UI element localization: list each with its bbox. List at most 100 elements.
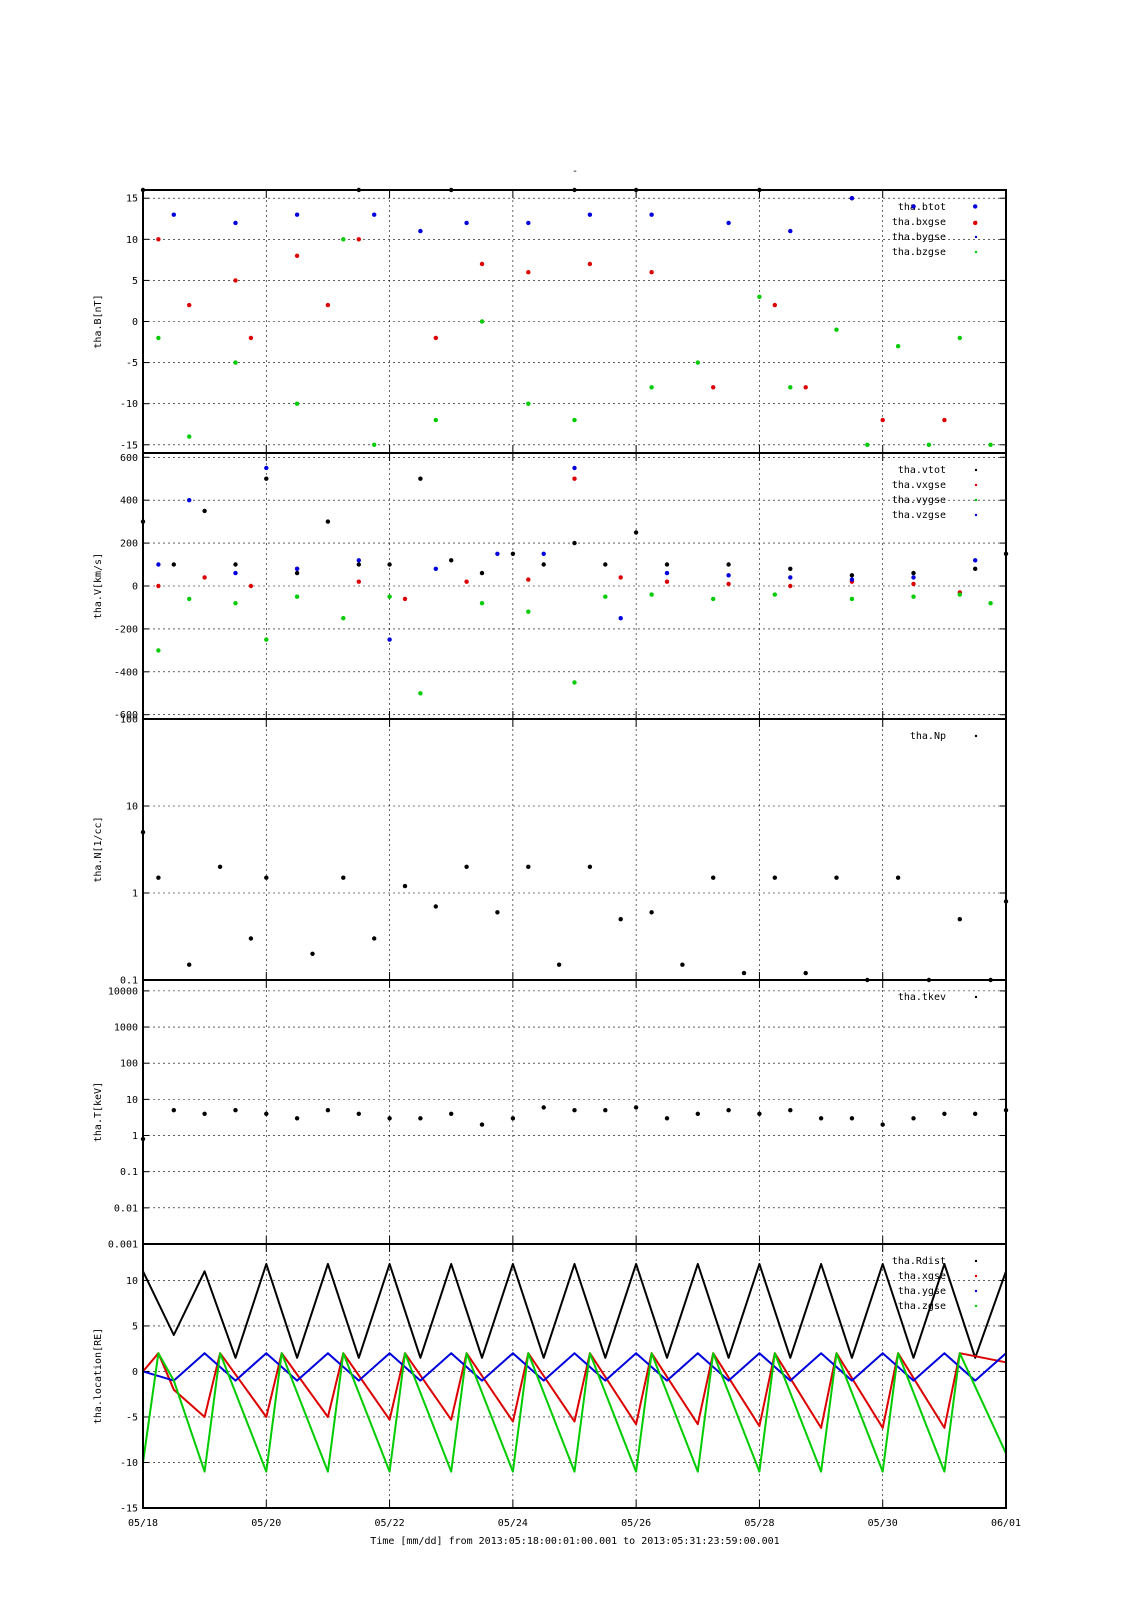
- legend-label: tha.zgse: [898, 1301, 946, 1312]
- data-point: [264, 465, 269, 471]
- data-point: [341, 237, 346, 242]
- data-point: [356, 562, 361, 567]
- data-point: [356, 237, 361, 242]
- data-point: [849, 577, 855, 582]
- data-point: [649, 592, 654, 597]
- data-point: [526, 864, 531, 869]
- data-point: [294, 212, 300, 217]
- panel-4: 10 5 0 -5 -10 -15 tha.Rdist tha.xgse tha.ygse tha…: [93, 1243, 1007, 1515]
- data-point: [217, 864, 223, 869]
- y-tick-label: 600: [120, 453, 138, 464]
- data-point: [356, 579, 361, 584]
- data-point: [372, 442, 377, 447]
- y-tick-label: -600: [114, 710, 138, 721]
- data-point: [387, 1116, 392, 1121]
- data-point: [387, 637, 392, 642]
- data-point: [510, 551, 516, 556]
- data-point: [449, 1111, 454, 1117]
- data-point: [495, 551, 500, 556]
- data-point: [433, 566, 438, 571]
- data-point: [664, 1116, 670, 1121]
- data-point: [587, 261, 593, 267]
- data-point: [849, 573, 855, 578]
- data-point: [973, 204, 978, 209]
- y-tick-label: 1000: [114, 1023, 138, 1034]
- legend-label: tha.Rdist: [892, 1256, 946, 1267]
- data-point: [572, 1108, 577, 1113]
- data-point: [973, 558, 978, 563]
- x-tick-label: 05/24: [498, 1518, 528, 1529]
- data-point: [479, 319, 485, 324]
- x-tick-label: 05/30: [868, 1518, 898, 1529]
- data-point: [572, 476, 577, 481]
- y-tick-label: -10: [120, 399, 138, 410]
- data-point: [294, 594, 300, 599]
- data-point: [418, 1116, 423, 1121]
- y-tick-label: 0.001: [108, 1240, 138, 1251]
- legend-label: tha.bxgse: [892, 217, 946, 228]
- data-point: [526, 577, 531, 582]
- data-point: [572, 417, 577, 423]
- data-point: [911, 204, 916, 209]
- panels: 151050-5-10-15tha.btottha.bxgsetha.bygse…: [93, 187, 1021, 1529]
- data-point: [695, 1111, 700, 1117]
- data-point: [479, 261, 485, 267]
- data-point: [633, 530, 639, 535]
- data-point: [187, 498, 192, 503]
- data-point: [418, 476, 423, 481]
- panel-2: 100 10 1 0.1 tha.Np tha.N[1/cc]: [93, 715, 1009, 987]
- data-point: [187, 434, 192, 439]
- legend-label: tha.vzgse: [892, 510, 946, 521]
- data-point: [294, 570, 300, 576]
- y-tick-label: -15: [120, 1504, 138, 1515]
- y-tick-label: 10000: [108, 986, 138, 997]
- legend-marker: [974, 513, 978, 517]
- data-point: [325, 1108, 331, 1113]
- data-point: [541, 551, 546, 556]
- x-tick-label: 06/01: [991, 1518, 1021, 1529]
- y-tick-label: 100: [120, 1059, 138, 1070]
- data-point: [988, 442, 993, 447]
- data-point: [294, 1116, 300, 1121]
- legend-label: tha.ygse: [898, 1286, 946, 1297]
- y-axis-label: tha.location[RE]: [93, 1328, 104, 1424]
- data-point: [711, 875, 716, 880]
- y-axis-label: tha.V[km/s]: [93, 553, 104, 619]
- data-point: [788, 575, 793, 580]
- data-point: [757, 1111, 762, 1117]
- data-point: [510, 1116, 516, 1121]
- data-point: [310, 951, 315, 956]
- data-point: [356, 1111, 361, 1117]
- data-point: [294, 566, 300, 571]
- data-point: [372, 212, 377, 217]
- data-point: [541, 562, 546, 567]
- y-axis-label: tha.T[keV]: [93, 1082, 104, 1142]
- legend-marker: [974, 1259, 978, 1263]
- y-tick-label: 0.1: [120, 1167, 138, 1178]
- data-point: [402, 883, 408, 889]
- y-axis-label: tha.B[nT]: [93, 294, 104, 348]
- data-point: [156, 583, 161, 589]
- data-point: [788, 228, 793, 234]
- data-point: [156, 875, 161, 880]
- data-point: [341, 616, 346, 621]
- data-point: [664, 579, 670, 584]
- data-point: [834, 875, 839, 880]
- data-point: [387, 594, 392, 599]
- data-point: [433, 417, 438, 423]
- data-point: [495, 910, 500, 915]
- data-point: [973, 566, 978, 571]
- data-point: [649, 910, 654, 915]
- data-point: [387, 562, 392, 567]
- data-point: [356, 558, 361, 563]
- series-line-2: [142, 1352, 1007, 1382]
- data-point: [341, 875, 346, 880]
- panel-1: 600 400 200 0 -200 -400 -600 tha.vtot tha.vxgse t…: [93, 452, 1009, 721]
- data-point: [803, 970, 808, 976]
- y-tick-label: 0.01: [114, 1203, 138, 1214]
- data-point: [618, 575, 623, 580]
- data-point: [233, 562, 238, 567]
- data-point: [171, 562, 176, 567]
- y-tick-label: 10: [126, 802, 138, 813]
- data-point: [849, 1116, 855, 1121]
